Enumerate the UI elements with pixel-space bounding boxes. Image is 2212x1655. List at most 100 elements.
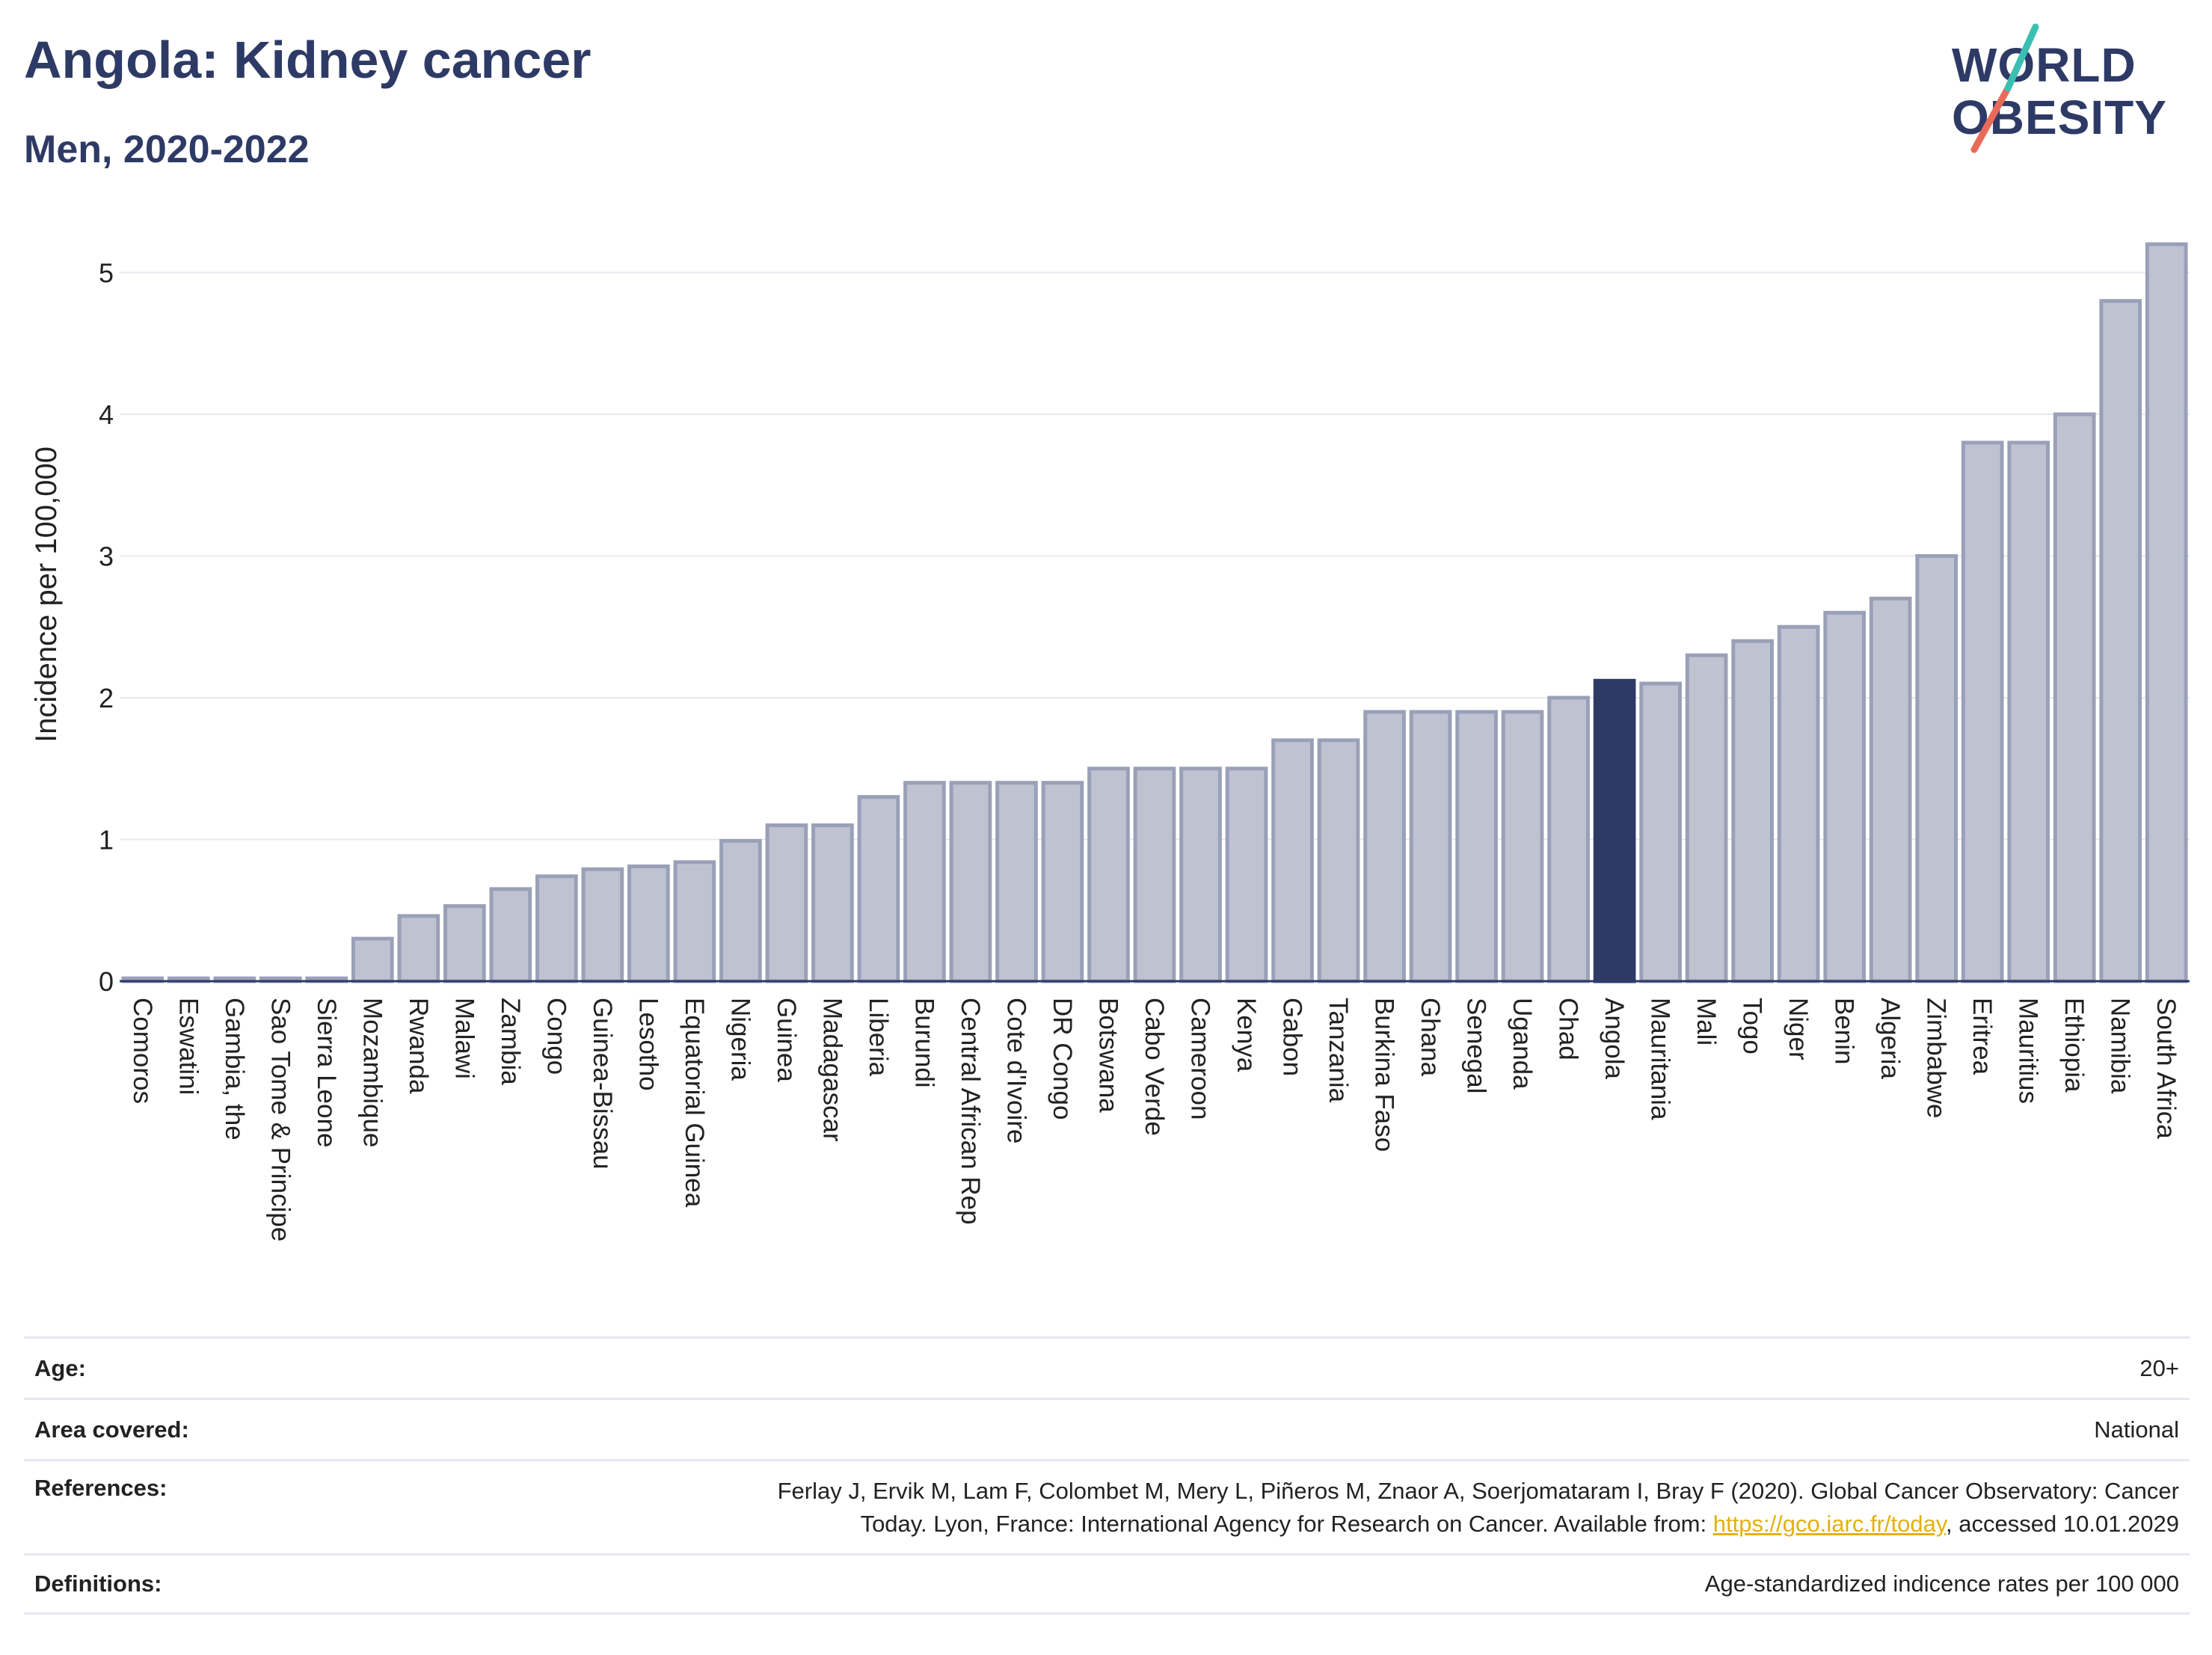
area-label: Area covered:	[34, 1416, 189, 1443]
x-tick-label: Cote d'Ivoire	[1001, 998, 1030, 1143]
bar-highlight	[1593, 678, 1636, 983]
x-tick-label: Mauritania	[1646, 998, 1675, 1120]
age-label: Age:	[34, 1354, 86, 1381]
bar	[535, 874, 578, 983]
bar	[1823, 610, 1867, 983]
x-tick-label: Benin	[1830, 998, 1859, 1065]
x-tick-label: Eswatini	[173, 998, 203, 1095]
x-tick-label: Lesotho	[633, 998, 663, 1091]
references-line-2: Today. Lyon, France: International Agenc…	[778, 1508, 2179, 1541]
x-tick-label: Equatorial Guinea	[680, 998, 709, 1208]
chart-title: Angola: Kidney cancer	[24, 31, 592, 89]
bar	[719, 838, 762, 983]
x-tick-label: Algeria	[1875, 998, 1905, 1079]
x-tick-label: Cameroon	[1186, 998, 1215, 1120]
x-tick-label: Botswana	[1093, 998, 1122, 1113]
logo-line-2: OBESITY	[1952, 90, 2167, 144]
bar-chart: 0 1 2 3 4 5 Incidence per 100,000 Comoros Eswa…	[30, 242, 2190, 1241]
definitions-value: Age-standardized indicence rates per 100…	[1704, 1570, 2179, 1597]
x-tick-label: South Africa	[2151, 998, 2181, 1139]
bar	[2145, 242, 2188, 983]
x-tick-label: Gabon	[1278, 998, 1307, 1076]
bar	[1915, 554, 1958, 983]
x-tick-label: Niger	[1784, 998, 1813, 1060]
x-tick-label: Cabo Verde	[1140, 998, 1169, 1136]
bar	[1547, 696, 1590, 983]
bar	[2007, 440, 2050, 983]
area-value: National	[2094, 1416, 2179, 1443]
x-tick-label: Guinea-Bissau	[588, 998, 617, 1170]
bar	[949, 781, 992, 983]
x-tick-label: Madagascar	[817, 998, 847, 1142]
x-tick-label: Mali	[1692, 998, 1721, 1045]
bar	[673, 860, 716, 983]
x-tick-label: Eritrea	[1967, 998, 1997, 1075]
y-tick-label: 1	[99, 825, 114, 856]
x-tick-label: Togo	[1738, 998, 1767, 1054]
references-row: References: Ferlay J, Ervik M, Lam F, Co…	[24, 1459, 2190, 1553]
x-tick-label: Angola	[1600, 998, 1629, 1080]
x-tick-label: Kenya	[1232, 998, 1261, 1072]
definitions-row: Definitions: Age-standardized indicence …	[24, 1553, 2190, 1615]
x-tick-label: Burundi	[909, 998, 938, 1088]
bar	[1133, 767, 1176, 983]
bar	[1271, 738, 1314, 983]
x-tick-label: Chad	[1554, 998, 1583, 1060]
x-tick-label: Mauritius	[2014, 998, 2043, 1104]
x-tick-label: Ethiopia	[2059, 998, 2089, 1093]
logo-slash-icon	[1970, 23, 2039, 153]
bar	[903, 781, 946, 983]
y-axis-ticks: 0 1 2 3 4 5	[99, 258, 114, 998]
x-tick-label: Zambia	[496, 998, 525, 1085]
area-row: Area covered: National	[24, 1398, 2190, 1459]
y-axis-label: Incidence per 100,000	[30, 446, 63, 743]
bar	[1087, 767, 1130, 983]
x-tick-label: Zimbabwe	[1922, 998, 1951, 1118]
bar	[1363, 710, 1406, 983]
y-tick-label: 2	[99, 683, 114, 713]
logo-line-1: WORLD	[1952, 38, 2136, 92]
x-tick-label: Senegal	[1462, 998, 1491, 1093]
y-tick-label: 0	[99, 966, 114, 997]
bar	[1731, 639, 1774, 983]
chart-subtitle: Men, 2020-2022	[24, 128, 310, 171]
bar	[1639, 681, 1682, 983]
bar	[1501, 710, 1544, 983]
x-axis-labels: Comoros Eswatini Gambia, the Sao Tome & Pri…	[128, 998, 2181, 1241]
bar	[811, 823, 854, 983]
x-tick-label: Namibia	[2106, 998, 2135, 1094]
x-tick-label: Uganda	[1508, 998, 1537, 1090]
y-tick-label: 4	[99, 399, 114, 430]
x-tick-label: Congo	[541, 998, 571, 1075]
bar	[443, 904, 486, 983]
x-tick-label: Ghana	[1416, 998, 1445, 1077]
y-tick-label: 5	[99, 258, 114, 289]
bar	[489, 887, 532, 983]
x-tick-label: Sierra Leone	[312, 998, 341, 1147]
bars	[121, 242, 2188, 983]
x-tick-label: DR Congo	[1048, 998, 1077, 1120]
references-line-1: Ferlay J, Ervik M, Lam F, Colombet M, Me…	[777, 1478, 2179, 1504]
bar	[995, 781, 1038, 983]
x-tick-label: Comoros	[128, 998, 157, 1104]
x-tick-label: Tanzania	[1324, 998, 1353, 1103]
x-tick-label: Gambia, the	[220, 998, 249, 1140]
world-obesity-logo: WORLD OBESITY	[1952, 22, 2199, 157]
references-line-2-start: Today. Lyon, France: International Agenc…	[860, 1511, 1713, 1537]
definitions-label: Definitions:	[34, 1570, 162, 1597]
bar	[1685, 653, 1728, 983]
x-tick-label: Mozambique	[357, 998, 387, 1147]
bar	[397, 914, 440, 983]
bar	[1041, 781, 1084, 983]
references-link[interactable]: https://gco.iarc.fr/today	[1712, 1511, 1947, 1537]
references-text: Ferlay J, Ervik M, Lam F, Colombet M, Me…	[778, 1475, 2179, 1541]
x-tick-label: Nigeria	[725, 998, 755, 1081]
age-row: Age: 20+	[24, 1336, 2190, 1398]
bar	[857, 795, 900, 983]
x-tick-label: Burkina Faso	[1370, 998, 1399, 1152]
bar	[2053, 412, 2096, 983]
x-tick-label: Sao Tome & Principe	[265, 998, 295, 1241]
y-tick-label: 3	[99, 541, 114, 572]
bar	[2099, 298, 2142, 983]
x-tick-label: Rwanda	[404, 998, 433, 1094]
